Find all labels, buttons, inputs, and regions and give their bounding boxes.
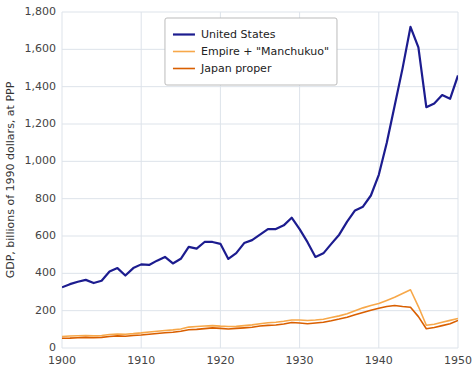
- tick-label: 1930: [286, 354, 314, 367]
- legend-swatch: [173, 33, 195, 35]
- grid-line: [62, 198, 458, 199]
- legend-label: Japan proper: [200, 62, 272, 75]
- legend-label: United States: [201, 28, 276, 41]
- grid-line: [62, 12, 63, 348]
- tick-label: 1,800: [25, 5, 57, 18]
- grid-line: [141, 12, 142, 348]
- tick-label: 200: [35, 304, 56, 317]
- tick-label: 1,000: [25, 154, 57, 167]
- tick-label: 1,600: [25, 42, 57, 55]
- legend-swatch: [173, 51, 195, 53]
- legend-swatch: [173, 68, 195, 70]
- axis-label: GDP, billions of 1990 dollars, at PPP: [4, 81, 17, 278]
- legend: United States Empire + "Manchukuo" Japan p…: [165, 18, 337, 85]
- chart: 0 200 400 600 800 1,000 1,200 1,400 1,600 1,800 19…: [0, 0, 474, 376]
- series-line: [62, 290, 458, 337]
- grid-line: [62, 310, 458, 311]
- grid-line: [458, 12, 459, 348]
- lines: [62, 27, 458, 338]
- tick-label: 1900: [48, 354, 76, 367]
- tick-label: 1950: [444, 354, 472, 367]
- tick-label: 1940: [365, 354, 393, 367]
- grid-line: [62, 161, 458, 162]
- tick-label: 800: [35, 192, 56, 205]
- tick-label: 1,200: [25, 117, 57, 130]
- legend-box: [165, 18, 337, 85]
- legend-label: Empire + "Manchukuo": [201, 45, 329, 58]
- grid-line: [62, 124, 458, 125]
- tick-label: 1,400: [25, 80, 57, 93]
- grid-line: [62, 12, 458, 13]
- tick-label: 1910: [127, 354, 155, 367]
- grid-line: [378, 12, 379, 348]
- grid: [62, 12, 458, 348]
- tick-label: 600: [35, 229, 56, 242]
- series-line: [62, 305, 458, 338]
- tick-label: 0: [49, 341, 56, 354]
- tick-label: 400: [35, 266, 56, 279]
- tick-label: 1920: [206, 354, 234, 367]
- axes: 0 200 400 600 800 1,000 1,200 1,400 1,600 1,800 19…: [25, 5, 473, 367]
- series-line: [62, 27, 458, 287]
- grid-line: [62, 348, 458, 349]
